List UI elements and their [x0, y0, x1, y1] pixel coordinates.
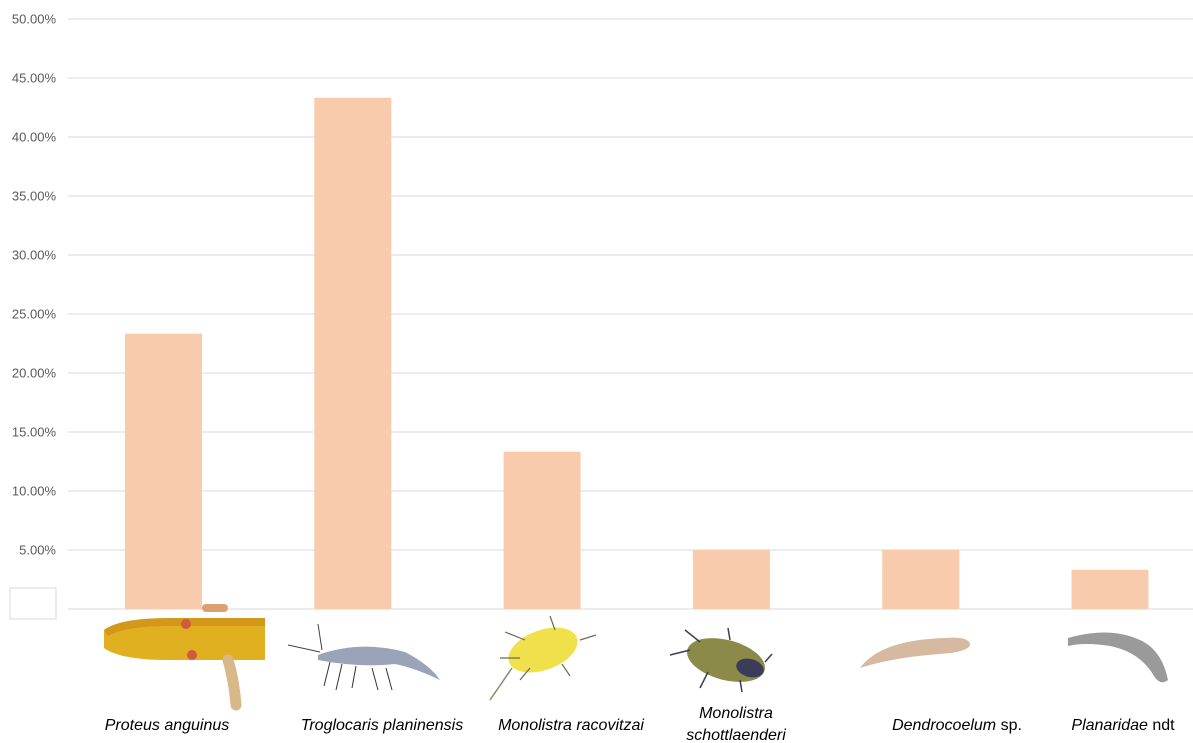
- y-tick-label: 40.00%: [12, 130, 57, 145]
- y-tick-label: 5.00%: [19, 543, 56, 558]
- y-tick-label: 45.00%: [12, 71, 57, 86]
- y-tick-label: 15.00%: [12, 425, 57, 440]
- y-axis-ticks: 5.00% 10.00% 15.00% 20.00% 25.00% 30.00% 35.00…: [12, 12, 57, 558]
- bar: [1071, 569, 1149, 609]
- x-category-label: Monolistra schottlaenderi: [686, 705, 786, 743]
- bars: [125, 97, 1149, 610]
- y-tick-label: 35.00%: [12, 189, 57, 204]
- bar: [314, 97, 392, 610]
- x-category-label: Monolistra racovitzai: [498, 717, 644, 734]
- x-category-label: Dendrocoelum sp.: [892, 717, 1022, 734]
- bar: [882, 550, 960, 609]
- y-tick-label: 30.00%: [12, 248, 57, 263]
- bar: [503, 451, 581, 609]
- grey-flatworm-image: [1068, 632, 1168, 683]
- x-category-label: Proteus anguinus: [105, 717, 230, 734]
- y-tick-label: 10.00%: [12, 484, 57, 499]
- y-tick-label: 20.00%: [12, 366, 57, 381]
- cave-shrimp-image: [287, 623, 440, 691]
- bar: [125, 333, 202, 609]
- green-isopod-image: [669, 627, 773, 693]
- y-tick-label: 50.00%: [12, 12, 57, 27]
- grid-lines: [68, 18, 1193, 610]
- yellow-isopod-image: [489, 615, 597, 701]
- empty-box: [9, 587, 57, 620]
- y-tick-label: 25.00%: [12, 307, 57, 322]
- flatworm-image: [860, 637, 970, 668]
- bar: [692, 550, 770, 609]
- x-category-label: Troglocaris planinensis: [301, 717, 463, 734]
- olm-image: [104, 604, 265, 711]
- category-labels: Proteus anguinus Troglocaris planinensis M…: [105, 705, 1175, 743]
- x-category-label: Planaridae ndt: [1071, 717, 1175, 734]
